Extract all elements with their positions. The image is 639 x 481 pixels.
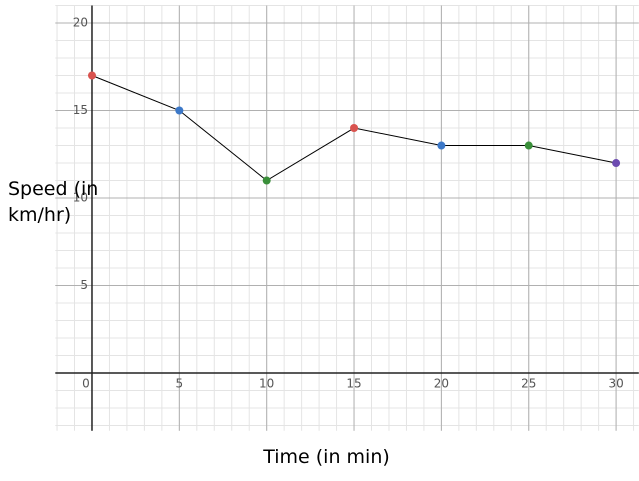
y-axis-label: Speed (in km/hr) bbox=[8, 178, 99, 226]
point bbox=[612, 159, 621, 168]
x-tick-label: 20 bbox=[434, 377, 449, 391]
x-tick-label: 0 bbox=[82, 377, 90, 391]
y-tick-label: 10 bbox=[73, 191, 88, 205]
y-tick-label: 5 bbox=[80, 278, 88, 292]
point bbox=[175, 106, 184, 115]
point bbox=[87, 71, 96, 80]
x-tick-label: 5 bbox=[176, 377, 184, 391]
x-tick-label: 25 bbox=[521, 377, 536, 391]
y-tick-label: 15 bbox=[73, 103, 88, 117]
x-tick-label: 10 bbox=[259, 377, 274, 391]
point bbox=[262, 176, 271, 185]
y-tick-label: 20 bbox=[73, 16, 88, 30]
x-tick-label: 30 bbox=[608, 377, 623, 391]
x-axis-label: Time (in min) bbox=[263, 446, 390, 468]
point bbox=[437, 141, 446, 150]
point bbox=[350, 124, 359, 133]
point bbox=[524, 141, 533, 150]
x-tick-label: 15 bbox=[346, 377, 361, 391]
